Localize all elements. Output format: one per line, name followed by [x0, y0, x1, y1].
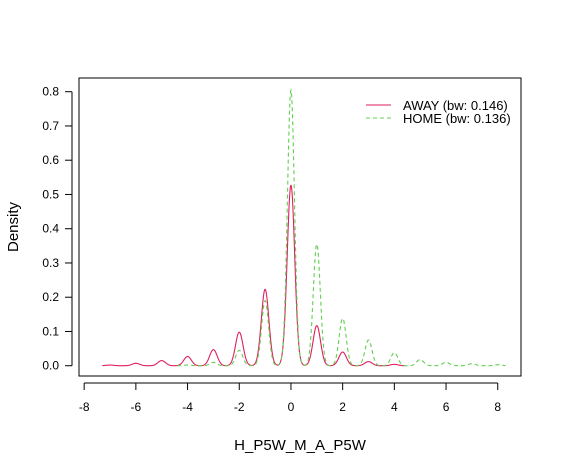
y-tick-label: 0.5 — [42, 187, 59, 201]
legend-label-home: HOME (bw: 0.136) — [403, 111, 511, 126]
x-axis-title: H_P5W_M_A_P5W — [234, 437, 367, 454]
x-axis: -8 -6 -4 -2 0 2 4 6 8 — [79, 382, 501, 414]
x-tick-label: 8 — [494, 400, 501, 414]
y-tick-label: 0.0 — [42, 359, 59, 373]
plot-frame — [78, 77, 522, 377]
x-tick-label: 4 — [391, 400, 398, 414]
y-tick-label: 0.6 — [42, 153, 59, 167]
y-axis-title: Density — [5, 201, 22, 252]
y-axis: 0.0 0.1 0.2 0.3 0.4 0.5 0.6 0.7 0.8 — [42, 85, 73, 373]
y-tick-label: 0.2 — [42, 290, 59, 304]
y-tick-label: 0.1 — [42, 324, 59, 338]
home-density-line — [177, 88, 506, 367]
x-tick-label: -2 — [234, 400, 245, 414]
x-tick-label: -4 — [182, 400, 193, 414]
y-tick-label: 0.3 — [42, 256, 59, 270]
x-tick-label: -6 — [131, 400, 142, 414]
y-tick-label: 0.4 — [42, 222, 59, 236]
legend-label-away: AWAY (bw: 0.146) — [403, 98, 508, 113]
y-tick-label: 0.8 — [42, 85, 59, 99]
series-layer — [102, 88, 506, 367]
away-density-line — [102, 184, 405, 367]
x-tick-label: -8 — [79, 400, 90, 414]
x-tick-label: 6 — [443, 400, 450, 414]
legend: AWAY (bw: 0.146) HOME (bw: 0.136) — [366, 98, 511, 126]
x-tick-label: 2 — [339, 400, 346, 414]
x-tick-label: 0 — [288, 400, 295, 414]
y-tick-label: 0.7 — [42, 119, 59, 133]
